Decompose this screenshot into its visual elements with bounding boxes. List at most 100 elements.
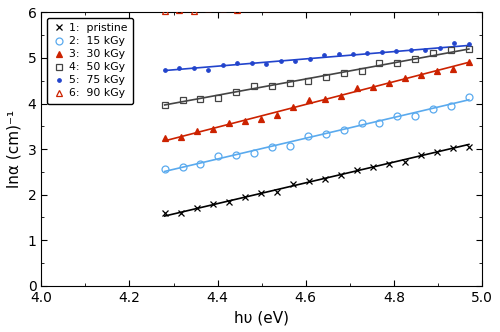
- 3:  30 kGy: (4.43, 3.56): 30 kGy: (4.43, 3.56): [226, 122, 232, 125]
- 5:  75 kGy: (4.48, 4.9): 75 kGy: (4.48, 4.9): [248, 61, 254, 65]
- 1:  pristine: (4.5, 2.03): pristine: (4.5, 2.03): [258, 192, 264, 196]
- 6:  90 kGy: (4.84, 6.23): 90 kGy: (4.84, 6.23): [408, 0, 414, 4]
- 4:  50 kGy: (4.56, 4.44): 50 kGy: (4.56, 4.44): [287, 81, 293, 85]
- 1:  pristine: (4.53, 2.05): pristine: (4.53, 2.05): [274, 191, 280, 195]
- 2:  15 kGy: (4.52, 3.05): 15 kGy: (4.52, 3.05): [269, 145, 275, 149]
- 4:  50 kGy: (4.89, 5.1): 50 kGy: (4.89, 5.1): [430, 51, 436, 55]
- Line: 3:  30 kGy: 3: 30 kGy: [162, 59, 472, 141]
- 4:  50 kGy: (4.73, 4.72): 50 kGy: (4.73, 4.72): [358, 69, 364, 73]
- 3:  30 kGy: (4.61, 4.08): 30 kGy: (4.61, 4.08): [306, 98, 312, 102]
- 3:  30 kGy: (4.86, 4.63): 30 kGy: (4.86, 4.63): [418, 73, 424, 77]
- 1:  pristine: (4.28, 1.59): pristine: (4.28, 1.59): [162, 211, 168, 215]
- 6:  90 kGy: (4.35, 6.04): 90 kGy: (4.35, 6.04): [190, 9, 196, 13]
- 5:  75 kGy: (4.74, 5.11): 75 kGy: (4.74, 5.11): [364, 51, 370, 55]
- Y-axis label: lnα (cm)⁻¹: lnα (cm)⁻¹: [7, 110, 22, 188]
- 4:  50 kGy: (4.85, 4.98): 50 kGy: (4.85, 4.98): [412, 57, 418, 61]
- 6:  90 kGy: (4.71, 6.2): 90 kGy: (4.71, 6.2): [350, 1, 356, 5]
- 5:  75 kGy: (4.71, 5.09): 75 kGy: (4.71, 5.09): [350, 52, 356, 56]
- 2:  15 kGy: (4.6, 3.29): 15 kGy: (4.6, 3.29): [305, 134, 311, 138]
- 1:  pristine: (4.72, 2.54): pristine: (4.72, 2.54): [354, 168, 360, 172]
- 4:  50 kGy: (4.48, 4.39): 50 kGy: (4.48, 4.39): [251, 84, 257, 88]
- 6:  90 kGy: (4.48, 6.13): 90 kGy: (4.48, 6.13): [248, 5, 254, 9]
- 2:  15 kGy: (4.36, 2.68): 15 kGy: (4.36, 2.68): [198, 162, 203, 166]
- 1:  pristine: (4.57, 2.23): pristine: (4.57, 2.23): [290, 182, 296, 186]
- 3:  30 kGy: (4.39, 3.45): 30 kGy: (4.39, 3.45): [210, 127, 216, 131]
- 3:  30 kGy: (4.79, 4.45): 30 kGy: (4.79, 4.45): [386, 81, 392, 85]
- 1:  pristine: (4.68, 2.43): pristine: (4.68, 2.43): [338, 173, 344, 177]
- 1:  pristine: (4.93, 3.03): pristine: (4.93, 3.03): [450, 146, 456, 150]
- 1:  pristine: (4.32, 1.59): pristine: (4.32, 1.59): [178, 211, 184, 215]
- 1:  pristine: (4.82, 2.72): pristine: (4.82, 2.72): [402, 160, 408, 164]
- 4:  50 kGy: (4.97, 5.19): 50 kGy: (4.97, 5.19): [466, 47, 472, 51]
- 5:  75 kGy: (4.84, 5.17): 75 kGy: (4.84, 5.17): [408, 48, 414, 52]
- 5:  75 kGy: (4.58, 4.94): 75 kGy: (4.58, 4.94): [292, 59, 298, 63]
- 3:  30 kGy: (4.82, 4.55): 30 kGy: (4.82, 4.55): [402, 76, 408, 80]
- 6:  90 kGy: (4.74, 6.23): 90 kGy: (4.74, 6.23): [364, 0, 370, 4]
- 3:  30 kGy: (4.97, 4.92): 30 kGy: (4.97, 4.92): [466, 59, 472, 63]
- 5:  75 kGy: (4.9, 5.22): 75 kGy: (4.9, 5.22): [437, 46, 443, 50]
- 5:  75 kGy: (4.28, 4.74): 75 kGy: (4.28, 4.74): [162, 68, 168, 72]
- 6:  90 kGy: (4.41, 6.11): 90 kGy: (4.41, 6.11): [220, 6, 226, 10]
- Line: 6:  90 kGy: 6: 90 kGy: [161, 0, 472, 14]
- 3:  30 kGy: (4.32, 3.26): 30 kGy: (4.32, 3.26): [178, 135, 184, 139]
- 4:  50 kGy: (4.28, 3.97): 50 kGy: (4.28, 3.97): [162, 103, 168, 107]
- 1:  pristine: (4.79, 2.68): pristine: (4.79, 2.68): [386, 162, 392, 166]
- 3:  30 kGy: (4.46, 3.61): 30 kGy: (4.46, 3.61): [242, 120, 248, 124]
- 1:  pristine: (4.43, 1.83): pristine: (4.43, 1.83): [226, 200, 232, 204]
- 4:  50 kGy: (4.36, 4.1): 50 kGy: (4.36, 4.1): [198, 97, 203, 101]
- 4:  50 kGy: (4.81, 4.9): 50 kGy: (4.81, 4.9): [394, 61, 400, 65]
- 4:  50 kGy: (4.69, 4.68): 50 kGy: (4.69, 4.68): [340, 70, 346, 74]
- 4:  50 kGy: (4.52, 4.39): 50 kGy: (4.52, 4.39): [269, 84, 275, 88]
- 2:  15 kGy: (4.73, 3.56): 15 kGy: (4.73, 3.56): [358, 122, 364, 125]
- 3:  30 kGy: (4.64, 4.1): 30 kGy: (4.64, 4.1): [322, 97, 328, 101]
- 2:  15 kGy: (4.77, 3.56): 15 kGy: (4.77, 3.56): [376, 122, 382, 125]
- 6:  90 kGy: (4.64, 6.15): 90 kGy: (4.64, 6.15): [321, 4, 327, 8]
- 4:  50 kGy: (4.32, 4.08): 50 kGy: (4.32, 4.08): [180, 98, 186, 102]
- 5:  75 kGy: (4.31, 4.78): 75 kGy: (4.31, 4.78): [176, 66, 182, 70]
- 4:  50 kGy: (4.77, 4.89): 50 kGy: (4.77, 4.89): [376, 61, 382, 65]
- 2:  15 kGy: (4.32, 2.61): 15 kGy: (4.32, 2.61): [180, 165, 186, 169]
- 6:  90 kGy: (4.38, 6.09): 90 kGy: (4.38, 6.09): [205, 6, 211, 10]
- 1:  pristine: (4.86, 2.87): pristine: (4.86, 2.87): [418, 153, 424, 157]
- 6:  90 kGy: (4.44, 6.05): 90 kGy: (4.44, 6.05): [234, 8, 240, 12]
- 5:  75 kGy: (4.61, 4.98): 75 kGy: (4.61, 4.98): [306, 57, 312, 61]
- 5:  75 kGy: (4.97, 5.31): 75 kGy: (4.97, 5.31): [466, 42, 472, 46]
- 5:  75 kGy: (4.94, 5.33): 75 kGy: (4.94, 5.33): [452, 41, 458, 45]
- 6:  90 kGy: (4.61, 6.21): 90 kGy: (4.61, 6.21): [306, 1, 312, 5]
- 5:  75 kGy: (4.38, 4.74): 75 kGy: (4.38, 4.74): [205, 68, 211, 72]
- 2:  15 kGy: (4.65, 3.33): 15 kGy: (4.65, 3.33): [322, 132, 328, 136]
- 6:  90 kGy: (4.28, 6.04): 90 kGy: (4.28, 6.04): [162, 9, 168, 13]
- 5:  75 kGy: (4.87, 5.17): 75 kGy: (4.87, 5.17): [422, 48, 428, 52]
- 6:  90 kGy: (4.31, 6.04): 90 kGy: (4.31, 6.04): [176, 9, 182, 13]
- 1:  pristine: (4.39, 1.79): pristine: (4.39, 1.79): [210, 202, 216, 206]
- 2:  15 kGy: (4.85, 3.73): 15 kGy: (4.85, 3.73): [412, 114, 418, 118]
- 1:  pristine: (4.64, 2.33): pristine: (4.64, 2.33): [322, 177, 328, 181]
- 1:  pristine: (4.9, 2.94): pristine: (4.9, 2.94): [434, 150, 440, 154]
- 3:  30 kGy: (4.5, 3.66): 30 kGy: (4.5, 3.66): [258, 117, 264, 121]
- 5:  75 kGy: (4.67, 5.09): 75 kGy: (4.67, 5.09): [336, 52, 342, 56]
- Line: 4:  50 kGy: 4: 50 kGy: [161, 46, 472, 109]
- 6:  90 kGy: (4.81, 6.17): 90 kGy: (4.81, 6.17): [394, 3, 400, 7]
- 5:  75 kGy: (4.41, 4.85): 75 kGy: (4.41, 4.85): [220, 63, 226, 67]
- Line: 5:  75 kGy: 5: 75 kGy: [161, 40, 472, 73]
- 2:  15 kGy: (4.81, 3.73): 15 kGy: (4.81, 3.73): [394, 114, 400, 118]
- 1:  pristine: (4.35, 1.7): pristine: (4.35, 1.7): [194, 207, 200, 210]
- 2:  15 kGy: (4.4, 2.86): 15 kGy: (4.4, 2.86): [216, 154, 222, 158]
- 6:  90 kGy: (4.67, 6.17): 90 kGy: (4.67, 6.17): [336, 3, 342, 7]
- 2:  15 kGy: (4.69, 3.41): 15 kGy: (4.69, 3.41): [340, 128, 346, 132]
- 3:  30 kGy: (4.35, 3.39): 30 kGy: (4.35, 3.39): [194, 129, 200, 133]
- 1:  pristine: (4.61, 2.29): pristine: (4.61, 2.29): [306, 179, 312, 183]
- 6:  90 kGy: (4.9, 6.23): 90 kGy: (4.9, 6.23): [437, 0, 443, 4]
- 2:  15 kGy: (4.48, 2.92): 15 kGy: (4.48, 2.92): [251, 151, 257, 155]
- 2:  15 kGy: (4.93, 3.95): 15 kGy: (4.93, 3.95): [448, 104, 454, 108]
- 5:  75 kGy: (4.77, 5.14): 75 kGy: (4.77, 5.14): [379, 49, 385, 53]
- 5:  75 kGy: (4.51, 4.88): 75 kGy: (4.51, 4.88): [263, 62, 269, 66]
- 5:  75 kGy: (4.81, 5.14): 75 kGy: (4.81, 5.14): [394, 49, 400, 53]
- 3:  30 kGy: (4.68, 4.16): 30 kGy: (4.68, 4.16): [338, 94, 344, 98]
- 6:  90 kGy: (4.54, 6.18): 90 kGy: (4.54, 6.18): [278, 2, 283, 6]
- 1:  pristine: (4.97, 3.05): pristine: (4.97, 3.05): [466, 145, 472, 149]
- 6:  90 kGy: (4.94, 6.24): 90 kGy: (4.94, 6.24): [452, 0, 458, 4]
- 2:  15 kGy: (4.28, 2.57): 15 kGy: (4.28, 2.57): [162, 167, 168, 171]
- 4:  50 kGy: (4.93, 5.18): 50 kGy: (4.93, 5.18): [448, 48, 454, 52]
- 4:  50 kGy: (4.6, 4.5): 50 kGy: (4.6, 4.5): [305, 79, 311, 83]
